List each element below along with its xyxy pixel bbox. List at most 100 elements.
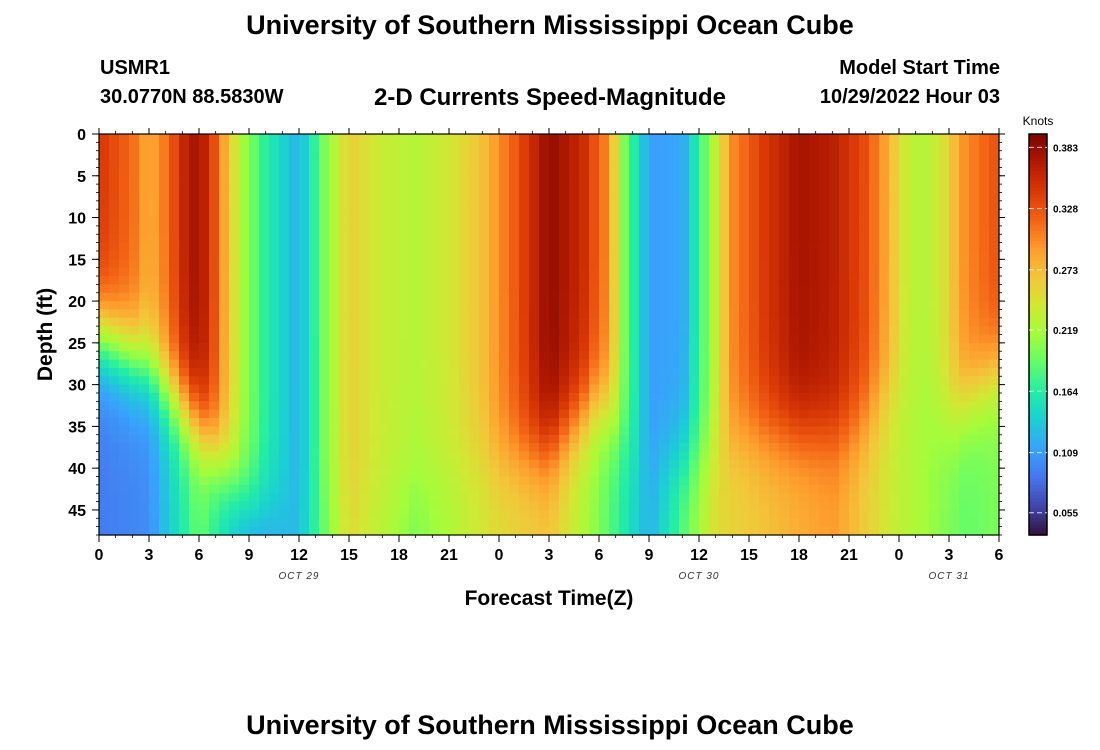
station-coordinates: 30.0770N 88.5830W — [100, 86, 284, 108]
heatmap-cell — [479, 284, 490, 294]
heatmap-cell — [709, 501, 720, 511]
heatmap-cell — [959, 292, 970, 302]
heatmap-cell — [749, 484, 760, 494]
heatmap-cell — [499, 175, 510, 185]
heatmap-cell — [499, 159, 510, 169]
heatmap-cell — [529, 301, 540, 311]
heatmap-cell — [359, 159, 370, 169]
heatmap-cell — [309, 392, 320, 402]
heatmap-cell — [139, 476, 150, 486]
heatmap-cell — [189, 284, 200, 294]
heatmap-cell — [109, 301, 120, 311]
heatmap-cell — [969, 476, 980, 486]
heatmap-cell — [789, 351, 800, 361]
heatmap-cell — [809, 301, 820, 311]
heatmap-cell — [859, 209, 870, 219]
heatmap-cell — [519, 334, 530, 344]
heatmap-cell — [449, 426, 460, 436]
heatmap-cell — [979, 443, 990, 453]
heatmap-cell — [539, 150, 550, 160]
heatmap-cell — [269, 359, 280, 369]
heatmap-cell — [229, 192, 240, 202]
heatmap-cell — [729, 342, 740, 352]
heatmap-cell — [119, 501, 130, 511]
heatmap-cell — [739, 159, 750, 169]
heatmap-cell — [889, 159, 900, 169]
heatmap-cell — [589, 351, 600, 361]
heatmap-cell — [529, 509, 540, 519]
heatmap-cell — [279, 175, 290, 185]
heatmap-cell — [409, 234, 420, 244]
heatmap-cell — [779, 267, 790, 277]
heatmap-cell — [919, 451, 930, 461]
heatmap-cell — [589, 159, 600, 169]
heatmap-cell — [239, 309, 250, 319]
heatmap-cell — [569, 217, 580, 227]
heatmap-cell — [709, 301, 720, 311]
colorbar-segment — [1029, 324, 1047, 329]
heatmap-cell — [659, 359, 670, 369]
heatmap-cell — [739, 451, 750, 461]
heatmap-cell — [309, 526, 320, 536]
heatmap-cell — [259, 367, 270, 377]
heatmap-cell — [969, 159, 980, 169]
heatmap-cell — [399, 401, 410, 411]
heatmap-cell — [209, 359, 220, 369]
heatmap-cell — [889, 392, 900, 402]
heatmap-cell — [639, 292, 650, 302]
heatmap-cell — [689, 250, 700, 260]
heatmap-cell — [549, 317, 560, 327]
heatmap-cell — [789, 342, 800, 352]
heatmap-cell — [319, 309, 330, 319]
heatmap-cell — [869, 159, 880, 169]
heatmap-cell — [469, 493, 480, 503]
heatmap-cell — [849, 259, 860, 269]
heatmap-cell — [539, 276, 550, 285]
heatmap-cell — [209, 217, 220, 227]
heatmap-cell — [369, 259, 380, 269]
heatmap-cell — [389, 426, 400, 436]
heatmap-cell — [579, 443, 590, 453]
x-tick-label: 6 — [195, 547, 204, 564]
heatmap-cell — [149, 175, 160, 185]
heatmap-cell — [389, 526, 400, 536]
colorbar-segment — [1029, 187, 1047, 192]
heatmap-cell — [349, 392, 360, 402]
heatmap-cell — [149, 443, 160, 453]
heatmap-cell — [749, 150, 760, 160]
heatmap-cell — [859, 200, 870, 210]
heatmap-cell — [519, 175, 530, 185]
heatmap-cell — [149, 184, 160, 194]
heatmap-cell — [919, 493, 930, 503]
heatmap-cell — [609, 209, 620, 219]
heatmap-cell — [549, 443, 560, 453]
heatmap-cell — [899, 217, 910, 227]
heatmap-cell — [679, 367, 690, 377]
colorbar-segment — [1029, 170, 1047, 175]
heatmap-cell — [439, 150, 450, 160]
heatmap-cell — [769, 276, 780, 285]
heatmap-cell — [989, 159, 1000, 169]
heatmap-cell — [529, 451, 540, 461]
heatmap-cell — [869, 326, 880, 336]
heatmap-cell — [189, 392, 200, 402]
heatmap-cell — [189, 484, 200, 494]
heatmap-cell — [539, 250, 550, 260]
heatmap-cell — [479, 367, 490, 377]
heatmap-cell — [769, 468, 780, 478]
heatmap-cell — [429, 359, 440, 369]
heatmap-cell — [749, 142, 760, 152]
heatmap-cell — [349, 217, 360, 227]
heatmap-cell — [559, 484, 570, 494]
heatmap-cell — [639, 418, 650, 427]
heatmap-cell — [899, 526, 910, 536]
heatmap-cell — [349, 209, 360, 219]
heatmap-cell — [869, 200, 880, 210]
heatmap-cell — [479, 426, 490, 436]
heatmap-cell — [809, 159, 820, 169]
colorbar-segment — [1029, 257, 1047, 262]
heatmap-cell — [319, 159, 330, 169]
heatmap-cell — [589, 250, 600, 260]
heatmap-cell — [849, 234, 860, 244]
heatmap-cell — [219, 276, 230, 285]
